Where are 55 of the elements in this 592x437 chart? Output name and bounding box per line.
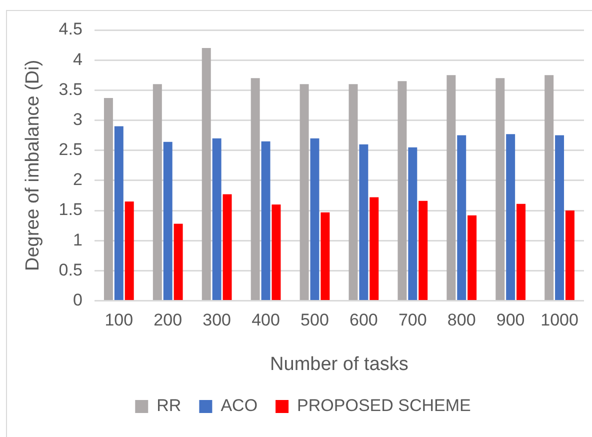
y-tick-label: 1 (72, 230, 82, 250)
bar (408, 147, 418, 300)
bar (261, 141, 270, 300)
bar (152, 84, 162, 300)
x-axis-title: Number of tasks (270, 354, 408, 375)
y-tick-label: 1.5 (58, 200, 82, 220)
bar (398, 81, 407, 300)
y-tick-label: 4.5 (58, 20, 82, 39)
x-tick-label: 300 (202, 310, 232, 330)
x-tick-label: 900 (496, 310, 525, 330)
y-tick-label: 3 (72, 110, 82, 129)
y-tick-label: 2.5 (58, 140, 82, 160)
x-tick-label: 100 (104, 310, 134, 330)
legend-label: ACO (220, 396, 258, 416)
bar (212, 138, 222, 300)
y-tick-label: 0.5 (58, 260, 82, 280)
bar (544, 75, 554, 300)
y-axis-title: Degree of imbalance (Di) (22, 60, 44, 271)
legend-label: RR (156, 396, 182, 416)
bar (202, 48, 211, 300)
bar (114, 126, 124, 300)
bar (516, 204, 526, 300)
y-tick-label: 2 (72, 170, 82, 190)
y-tick-label: 0 (72, 290, 82, 310)
x-tick-label: 200 (154, 310, 182, 330)
bar (250, 78, 260, 300)
x-tick-label: 800 (447, 310, 476, 330)
bar (320, 212, 330, 300)
bar (446, 75, 456, 300)
x-tick-label: 600 (350, 310, 378, 330)
bar (496, 78, 505, 300)
x-tick-label: 500 (300, 310, 329, 330)
bar (348, 84, 358, 300)
bar (124, 202, 134, 300)
bar (222, 194, 232, 300)
bar (174, 224, 183, 300)
legend-label: PROPOSED SCHEME (297, 396, 471, 416)
bar (565, 210, 574, 300)
y-tick-label: 4 (72, 50, 82, 69)
x-tick-label: 400 (252, 310, 280, 330)
bar (418, 200, 428, 300)
bar (370, 197, 379, 300)
bar (310, 138, 320, 300)
y-tick-label: 3.5 (58, 80, 82, 99)
bar (359, 144, 368, 300)
bar (272, 204, 281, 300)
bar (457, 135, 466, 300)
bar (104, 98, 113, 300)
bar (468, 215, 477, 300)
bar (300, 84, 309, 300)
bar (555, 135, 564, 300)
x-tick-label: 1000 (540, 310, 578, 330)
bar (163, 142, 172, 300)
bar (506, 134, 516, 300)
x-tick-label: 700 (398, 310, 427, 330)
